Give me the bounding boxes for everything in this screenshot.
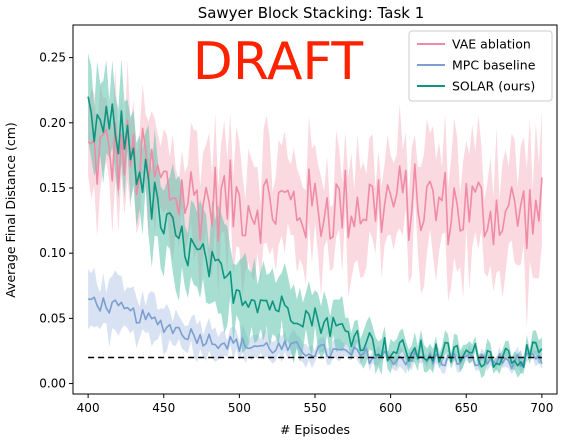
band-solar-ours [88, 53, 542, 379]
chart-title: Sawyer Block Stacking: Task 1 [198, 4, 425, 22]
x-axis-label: # Episodes [280, 422, 350, 437]
y-tick-label: 0.05 [39, 311, 66, 325]
y-tick-label: 0.10 [39, 246, 66, 260]
y-axis-label: Average Final Distance (cm) [3, 122, 18, 298]
y-tick-label: 0.20 [39, 116, 66, 130]
y-tick-label: 0.15 [39, 181, 66, 195]
legend: VAE ablation MPC baseline SOLAR (ours) [408, 30, 553, 102]
series-line-mpc-baseline [88, 296, 543, 370]
y-tick-label: 0.00 [39, 377, 66, 391]
band-mpc-baseline [88, 267, 542, 375]
x-tick-label: 400 [77, 401, 100, 415]
x-tick-label: 650 [455, 401, 478, 415]
x-tick-label: 500 [228, 401, 251, 415]
x-tick-label: 600 [379, 401, 402, 415]
draft-watermark: DRAFT [193, 32, 364, 92]
legend-label: MPC baseline [452, 58, 536, 73]
x-tick-label: 450 [152, 401, 175, 415]
series-line-solar-ours [87, 96, 543, 369]
y-tick-label: 0.25 [39, 51, 66, 65]
x-tick-label: 700 [530, 401, 553, 415]
x-tick-label: 550 [304, 401, 327, 415]
legend-label: SOLAR (ours) [452, 79, 535, 94]
legend-label: VAE ablation [452, 37, 531, 52]
series-line-vae-ablation [87, 119, 543, 250]
